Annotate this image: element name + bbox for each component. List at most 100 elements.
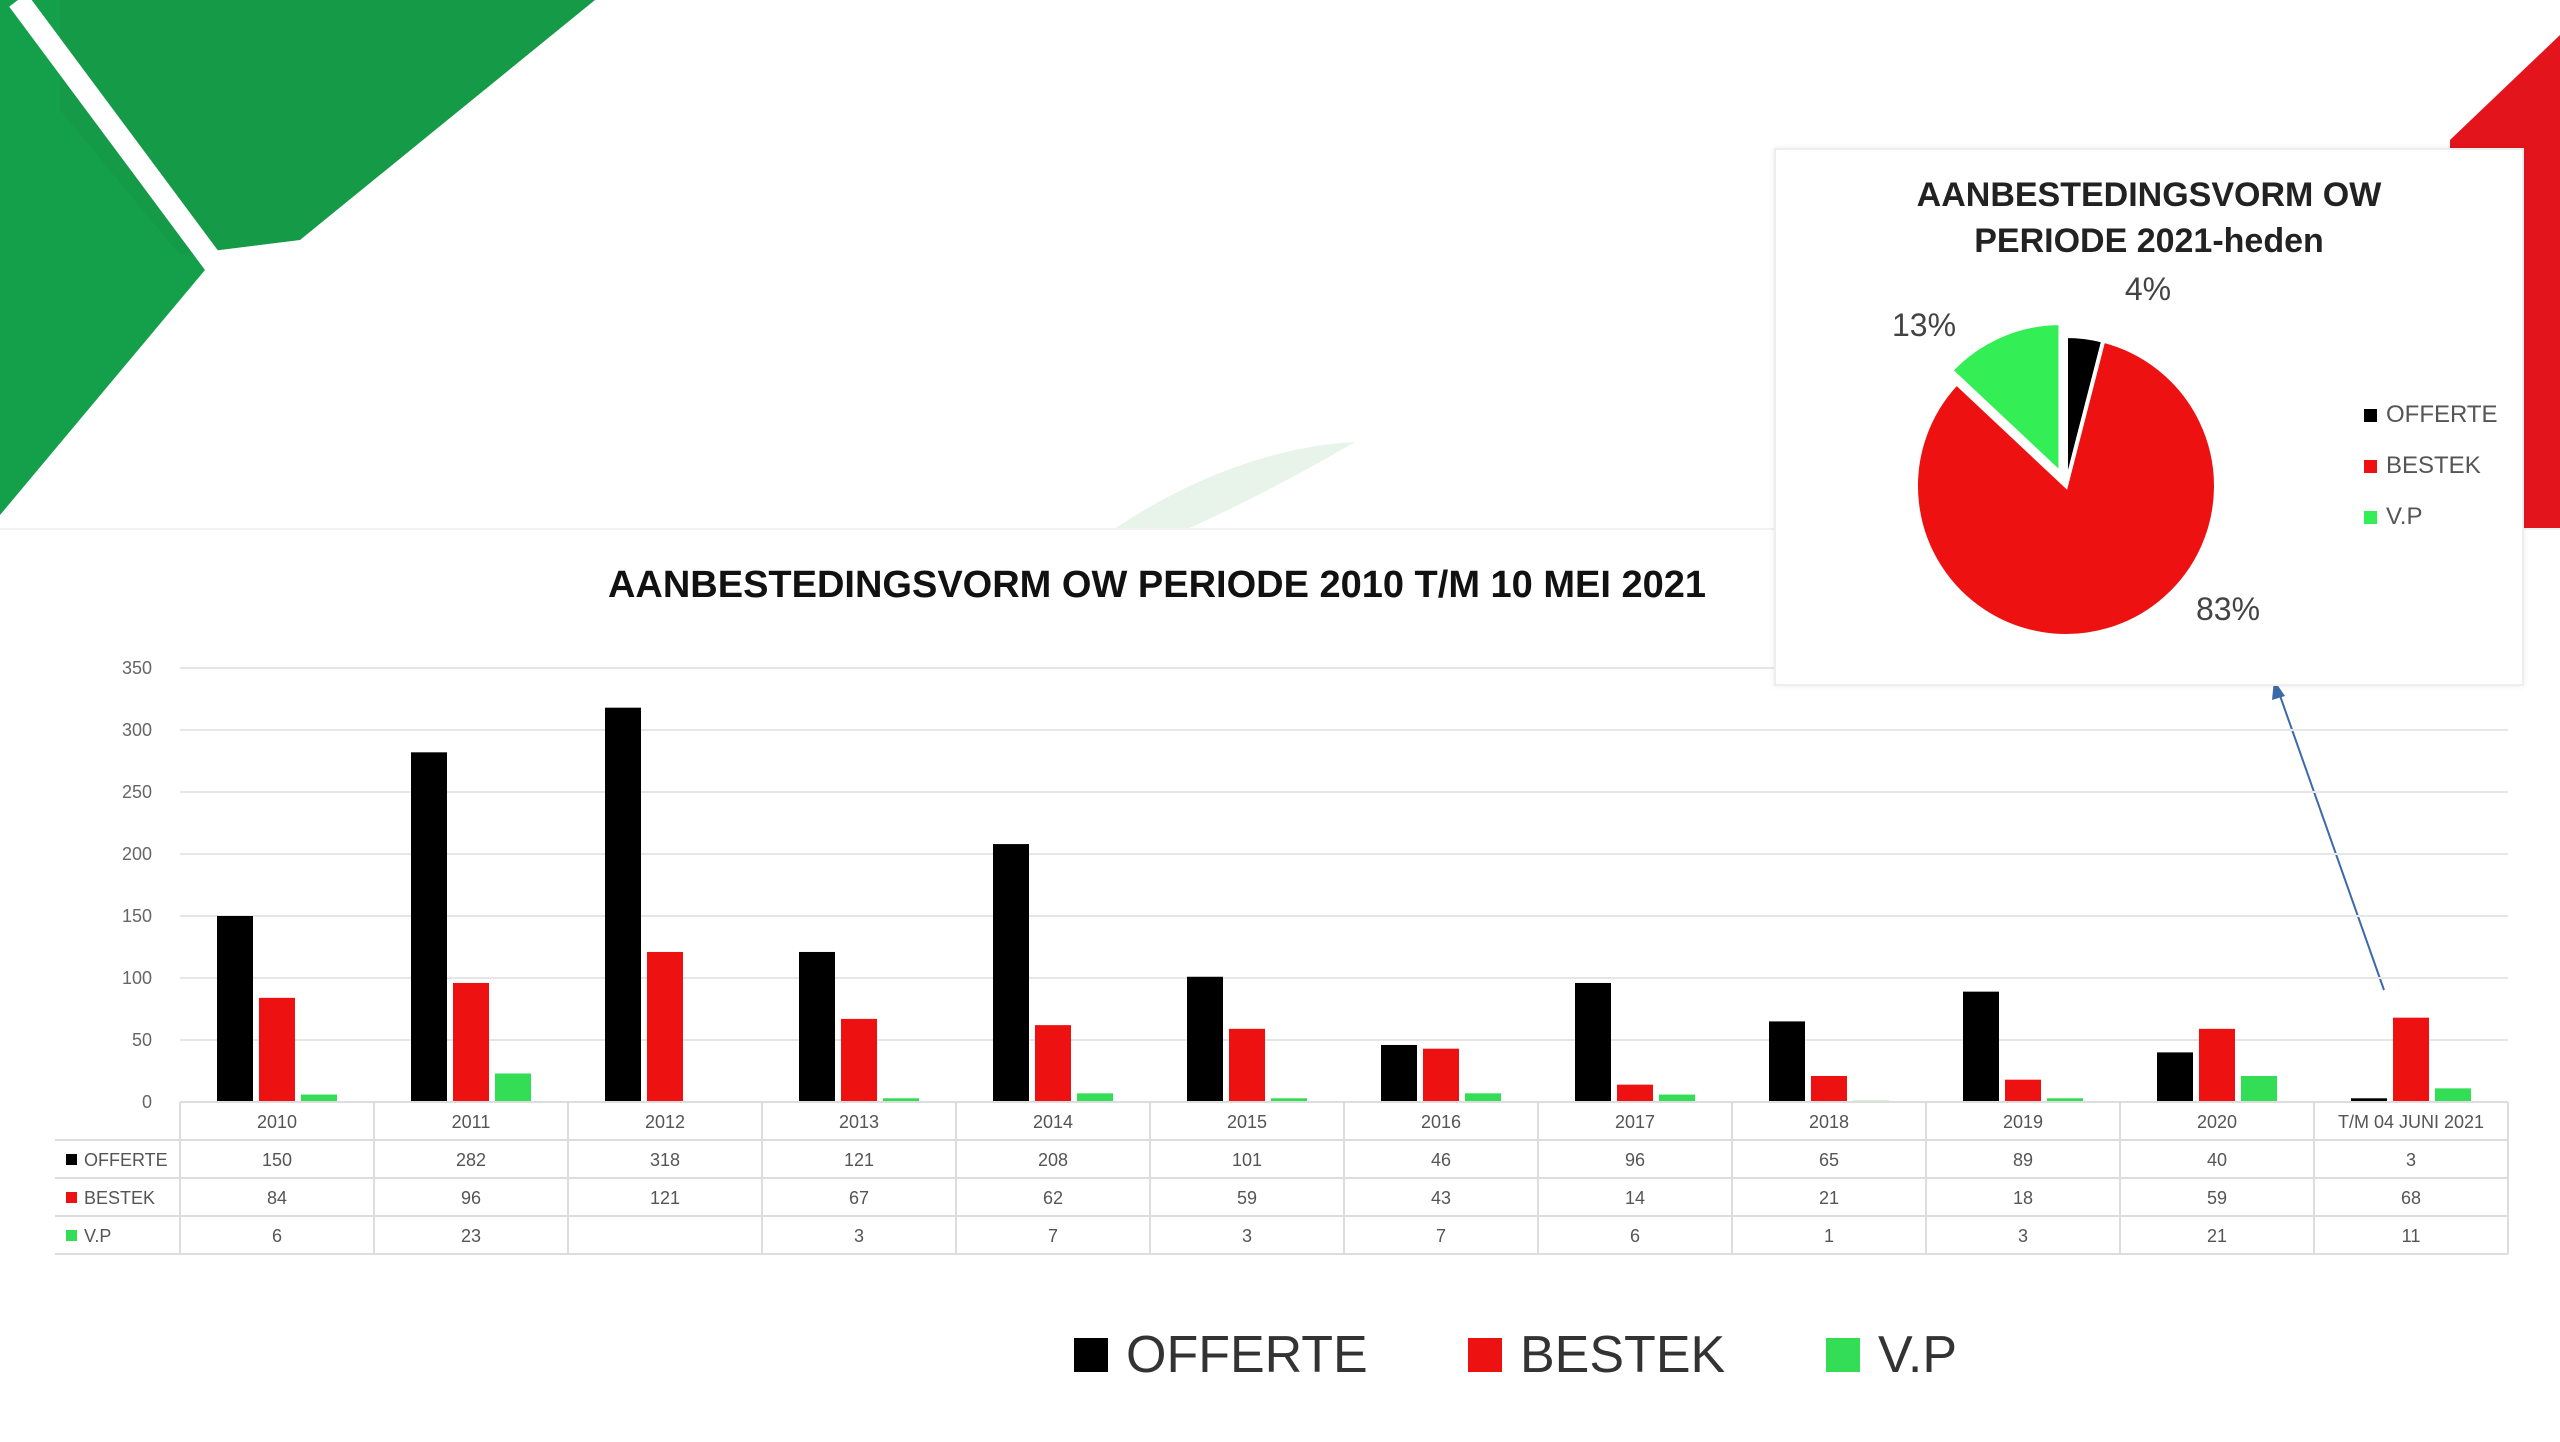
table-cell: 59 [1237, 1188, 1257, 1208]
table-legend-key [66, 1192, 77, 1203]
pie-chart-panel: AANBESTEDINGSVORM OW PERIODE 2021-heden … [1774, 148, 2524, 686]
table-cell: 7 [1436, 1226, 1446, 1246]
table-cell: 121 [650, 1188, 680, 1208]
table-cell: 318 [650, 1150, 680, 1170]
table-cell: 43 [1431, 1188, 1451, 1208]
x-tick-label: 2012 [645, 1112, 685, 1132]
bar-offerte [2351, 1098, 2387, 1102]
table-cell: 6 [1630, 1226, 1640, 1246]
pie-legend-label: V.P [2386, 503, 2422, 530]
y-tick-label: 350 [122, 658, 152, 678]
table-cell: 18 [2013, 1188, 2033, 1208]
x-tick-label: T/M 04 JUNI 2021 [2338, 1112, 2484, 1132]
table-cell: 14 [1625, 1188, 1645, 1208]
data-table: 2010 2011 2012 2013 2014 2015 2016 2017 2018 2019… [55, 1101, 2509, 1255]
bar-vp [2047, 1098, 2083, 1102]
table-cell: 46 [1431, 1150, 1451, 1170]
bar-bestek [1229, 1028, 1265, 1102]
bar-offerte [411, 752, 447, 1102]
table-cell: 65 [1819, 1150, 1839, 1170]
x-tick-label: 2019 [2003, 1112, 2043, 1132]
pie-title-line-1: AANBESTEDINGSVORM OW [1917, 176, 2383, 214]
bar-vp [2241, 1075, 2277, 1102]
pie-labels: 4% 83% 13% [1892, 271, 2260, 627]
y-tick-label: 100 [122, 968, 152, 988]
bar-vp [301, 1094, 337, 1102]
table-legend-key [66, 1154, 77, 1165]
table-cell: 96 [1625, 1150, 1645, 1170]
bar-vp [1659, 1094, 1695, 1102]
table-cell: 96 [461, 1188, 481, 1208]
legend-swatch [1468, 1338, 1502, 1372]
bar-bestek [1423, 1048, 1459, 1102]
table-cell: 6 [272, 1226, 282, 1246]
table-cell: 68 [2401, 1188, 2421, 1208]
bar-bestek [453, 982, 489, 1102]
table-cell: 121 [844, 1150, 874, 1170]
y-tick-label: 250 [122, 782, 152, 802]
pie-slices [1914, 321, 2218, 638]
bar-chart-legend: OFFERTE BESTEK V.P [1074, 1326, 1957, 1384]
gridlines [180, 667, 2508, 1103]
table-cell: 40 [2207, 1150, 2227, 1170]
pie-data-label: 13% [1892, 307, 1956, 343]
x-tick-label: 2014 [1033, 1112, 1073, 1132]
bar-bestek [2199, 1028, 2235, 1102]
x-tick-label: 2011 [452, 1112, 491, 1132]
bar-offerte [1381, 1044, 1417, 1102]
bar-chart-title: AANBESTEDINGSVORM OW PERIODE 2010 T/M 10… [608, 564, 1706, 606]
pie-legend-swatch [2364, 511, 2377, 524]
pie-callout-arrow [2277, 689, 2385, 991]
bar-offerte [1187, 976, 1223, 1102]
table-cell: 208 [1038, 1150, 1068, 1170]
table-cell: 3 [1242, 1226, 1252, 1246]
table-cell: 101 [1232, 1150, 1262, 1170]
legend-swatch [1074, 1338, 1108, 1372]
bar-bestek [1617, 1084, 1653, 1102]
x-tick-label: 2015 [1227, 1112, 1267, 1132]
pie-data-label: 4% [2125, 271, 2171, 307]
bars [217, 707, 2471, 1102]
legend-label: V.P [1878, 1326, 1957, 1384]
table-cell: 62 [1043, 1188, 1063, 1208]
pie-legend: OFFERTE BESTEK V.P [2364, 401, 2498, 530]
table-cell: 150 [262, 1150, 292, 1170]
y-tick-label: 0 [142, 1092, 152, 1112]
bar-offerte [1575, 982, 1611, 1102]
bar-bestek [1811, 1075, 1847, 1102]
table-legend-key [66, 1230, 77, 1241]
bar-bestek [259, 997, 295, 1102]
pie-legend-label: BESTEK [2386, 452, 2481, 479]
pie-legend-swatch [2364, 460, 2377, 473]
pie-legend-label: OFFERTE [2386, 401, 2498, 428]
table-row-label: BESTEK [84, 1188, 155, 1208]
y-tick-label: 200 [122, 844, 152, 864]
pie-title-line-2: PERIODE 2021-heden [1974, 222, 2324, 260]
bar-bestek [647, 951, 683, 1102]
bar-vp [495, 1073, 531, 1102]
table-cell: 7 [1048, 1226, 1058, 1246]
table-row-label: OFFERTE [84, 1150, 168, 1170]
pie-slice-bestek [1914, 338, 2218, 638]
table-row-label: V.P [84, 1226, 111, 1246]
green-leaf-top-shape [60, 0, 595, 255]
bar-offerte [1963, 991, 1999, 1102]
bar-vp [883, 1098, 919, 1102]
bar-offerte [993, 844, 1029, 1102]
table-cell: 3 [854, 1226, 864, 1246]
table-cell: 1 [1824, 1226, 1834, 1246]
faint-leaf-watermark [1110, 442, 1355, 532]
bar-bestek [1035, 1025, 1071, 1102]
y-tick-label: 300 [122, 720, 152, 740]
bar-offerte [217, 916, 253, 1102]
table-cell: 59 [2207, 1188, 2227, 1208]
table-cell: 3 [2406, 1150, 2416, 1170]
pie-slice-vp [1948, 321, 2063, 478]
pie-legend-swatch [2364, 409, 2377, 422]
bar-bestek [2393, 1017, 2429, 1102]
bar-vp [1271, 1098, 1307, 1102]
white-divider-stroke [9, 0, 224, 272]
table-cell: 282 [456, 1150, 486, 1170]
x-tick-label: 2018 [1809, 1112, 1849, 1132]
table-cell: 11 [2402, 1226, 2421, 1246]
